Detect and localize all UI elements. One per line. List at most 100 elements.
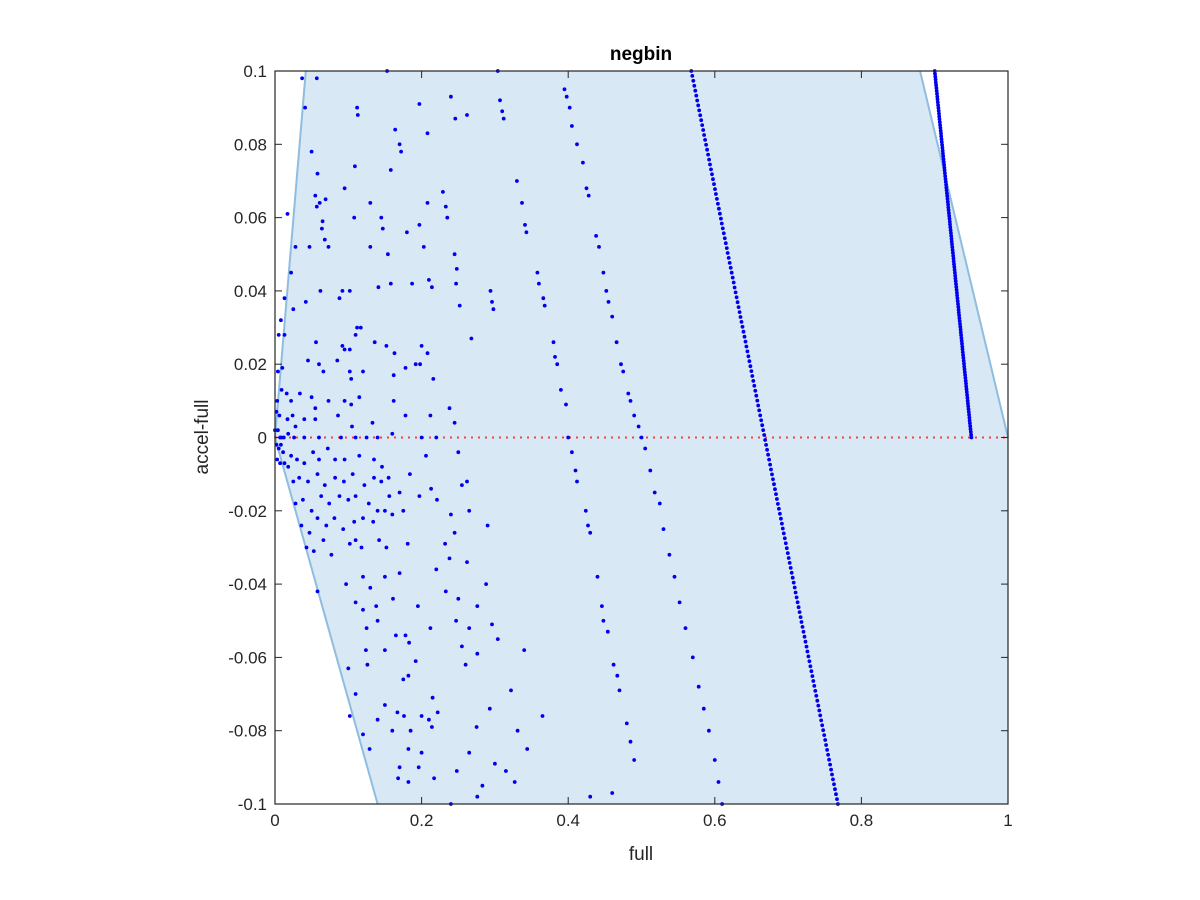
data-point (397, 571, 402, 575)
data-point (961, 353, 965, 357)
data-point (391, 373, 396, 378)
data-point (810, 674, 815, 678)
data-point (937, 120, 942, 124)
data-point (809, 669, 814, 674)
data-point (965, 393, 969, 397)
data-point (600, 604, 604, 608)
data-point (695, 98, 700, 103)
data-point (952, 265, 957, 269)
data-point (813, 689, 818, 693)
data-point (734, 295, 739, 300)
data-point (307, 245, 312, 249)
data-point (793, 590, 798, 595)
data-point (456, 450, 461, 455)
data-point (418, 362, 422, 367)
data-point (357, 453, 362, 458)
data-point (276, 369, 280, 374)
data-point (355, 105, 359, 110)
data-point (957, 319, 962, 323)
data-point (958, 327, 963, 332)
data-point (333, 475, 337, 480)
data-point (938, 123, 942, 127)
data-point (441, 190, 445, 194)
data-point (493, 761, 497, 766)
data-point (386, 475, 391, 480)
data-point (309, 149, 314, 154)
data-point (467, 750, 472, 755)
data-point (467, 508, 472, 513)
data-point (761, 428, 766, 432)
data-point (960, 344, 965, 349)
data-point (705, 147, 709, 152)
data-point (942, 168, 947, 173)
data-point (410, 281, 414, 286)
data-point (280, 366, 285, 370)
data-point (690, 74, 695, 78)
data-point (754, 393, 759, 398)
data-point (943, 179, 948, 184)
x-tick-label: 0.6 (703, 811, 727, 830)
data-point (636, 424, 641, 429)
data-point (802, 634, 807, 639)
data-point (692, 83, 697, 88)
data-point (785, 551, 790, 555)
data-point (484, 582, 488, 586)
data-point (428, 413, 433, 418)
data-point (303, 300, 308, 304)
data-point (801, 629, 806, 634)
y-tick-label: 0.1 (243, 62, 267, 81)
data-point (323, 197, 328, 202)
data-point (791, 580, 796, 585)
data-point (963, 378, 968, 383)
data-point (718, 211, 722, 216)
data-point (759, 418, 764, 423)
data-point (948, 222, 952, 227)
data-point (425, 351, 430, 356)
data-point (657, 501, 662, 506)
data-point (610, 314, 615, 319)
data-point (706, 152, 710, 157)
data-point (959, 339, 964, 343)
data-point (950, 248, 955, 252)
data-point (346, 666, 351, 671)
data-point (364, 648, 368, 652)
data-point (959, 333, 963, 338)
data-point (388, 168, 393, 172)
y-tick-label: -0.04 (228, 575, 267, 594)
data-point (314, 204, 319, 209)
data-point (614, 340, 619, 345)
data-point (942, 165, 947, 170)
data-point (320, 226, 324, 231)
data-point (934, 86, 939, 90)
data-point (581, 160, 585, 165)
y-tick-label: 0.04 (234, 282, 267, 301)
data-point (933, 80, 938, 85)
data-point (318, 289, 323, 293)
data-point (648, 468, 653, 473)
data-point (821, 728, 826, 733)
data-point (954, 285, 959, 289)
data-point (452, 420, 457, 425)
data-point (768, 462, 772, 467)
data-point (949, 231, 953, 235)
data-point (355, 325, 359, 330)
data-point (817, 708, 822, 713)
data-point (368, 585, 373, 590)
data-point (447, 406, 452, 411)
data-point (460, 483, 464, 487)
data-point (943, 177, 948, 181)
data-point (699, 118, 704, 123)
data-point (362, 483, 367, 487)
data-point (431, 377, 436, 381)
data-point (724, 246, 729, 251)
data-point (454, 618, 458, 623)
data-point (403, 366, 408, 370)
y-tick-label: -0.06 (228, 648, 267, 667)
data-point (562, 87, 567, 92)
data-point (781, 531, 786, 536)
data-point (353, 538, 358, 542)
data-point (938, 125, 943, 130)
data-point (775, 497, 779, 501)
data-point (317, 457, 321, 462)
data-point (815, 698, 820, 703)
